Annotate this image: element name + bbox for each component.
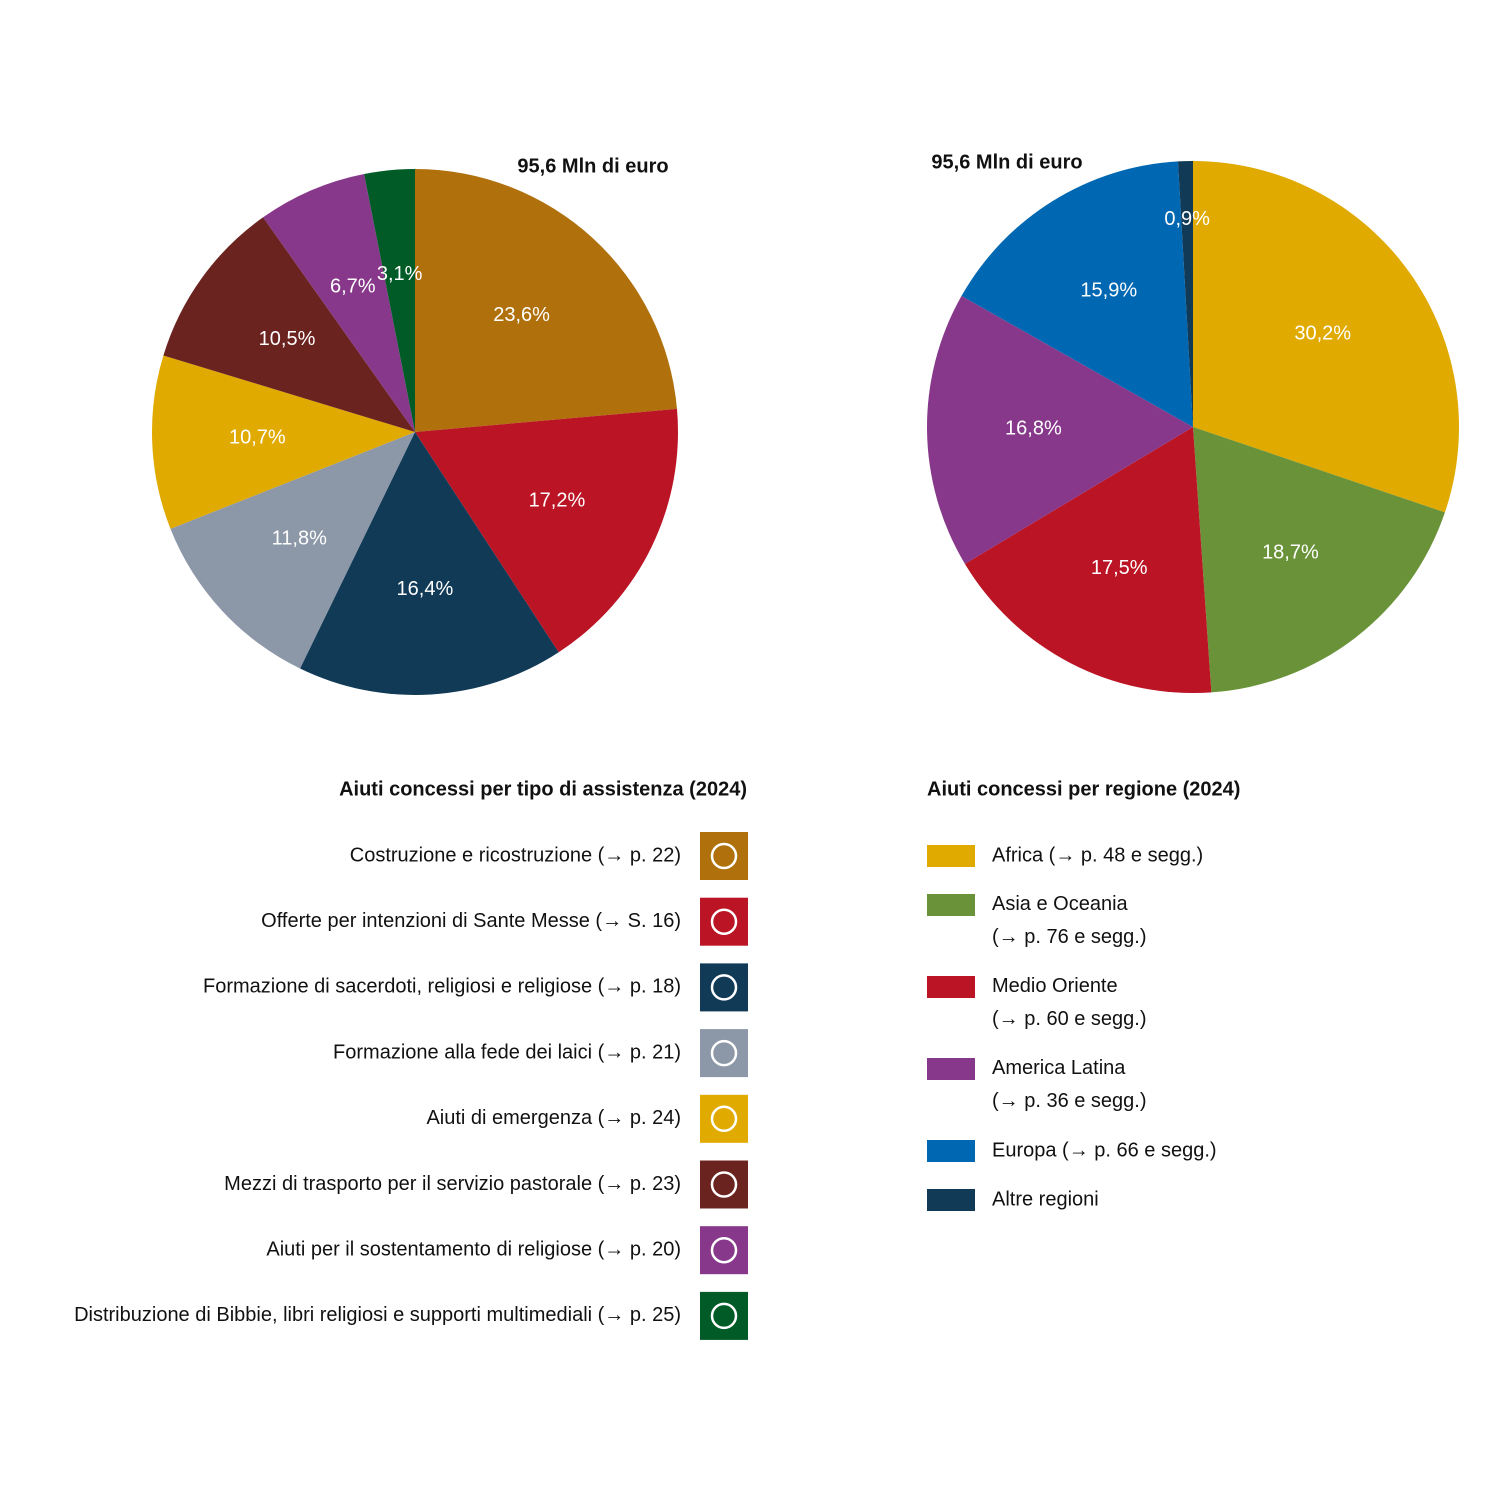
legend-icon-glyph [710, 1039, 738, 1067]
annotation: 95,6 Mln di euro [931, 151, 1082, 173]
legend-icon [700, 897, 748, 946]
pie-slice [163, 217, 415, 432]
legend-swatch [927, 845, 975, 867]
legend-label: Medio Oriente (→ p. 60 e segg.) [992, 975, 1147, 1030]
pie-slice [263, 173, 415, 432]
data-label: 10,7% [229, 427, 286, 449]
pie-slice [1193, 161, 1459, 513]
annotation: 95,6 Mln di euro [517, 155, 668, 177]
data-label: 23,6% [493, 304, 550, 326]
pie-slice [1177, 161, 1193, 427]
pie-slice [300, 432, 559, 695]
legend-label: Formazione di sacerdoti, religiosi e rel… [203, 976, 681, 998]
data-label: 16,8% [1005, 417, 1062, 439]
legend-label: Costruzione e ricostruzione (→ p. 22) [350, 844, 681, 866]
legend-swatch [927, 1189, 975, 1211]
data-label: 18,7% [1262, 542, 1319, 564]
legend-icon-glyph [710, 842, 738, 870]
legend-icon [700, 1094, 748, 1143]
legend-icon [700, 1160, 748, 1209]
legend-swatch [927, 894, 975, 916]
legend-icon [700, 963, 748, 1012]
legend-title: Aiuti concessi per regione (2024) [927, 778, 1240, 800]
legend-label: America Latina (→ p. 36 e segg.) [992, 1057, 1147, 1112]
pie-slice [364, 169, 415, 432]
legend-label: Africa (→ p. 48 e segg.) [992, 844, 1203, 866]
legend-icon-glyph [710, 1105, 738, 1133]
legend-title: Aiuti concessi per tipo di assistenza (2… [339, 778, 747, 800]
pie-slice [415, 408, 679, 653]
legend-icon-glyph [710, 908, 738, 935]
data-label: 3,1% [377, 263, 423, 285]
data-label: 11,8% [272, 528, 327, 550]
data-label: 16,4% [397, 578, 454, 600]
pie-slice [415, 169, 677, 432]
legend-label: Aiuti di emergenza (→ p. 24) [426, 1107, 681, 1129]
legend-label: Formazione alla fede dei laici (→ p. 21) [333, 1041, 681, 1063]
data-label: 15,9% [1080, 280, 1137, 302]
pie-slice [1193, 427, 1445, 693]
legend-label: Europa (→ p. 66 e segg.) [992, 1139, 1217, 1161]
legend-icon [700, 1029, 748, 1078]
legend-label: Offerte per intenzioni di Sante Messe (→… [261, 910, 681, 932]
pie-slice [151, 355, 415, 529]
data-label: 17,2% [529, 489, 586, 511]
legend-swatch [927, 1140, 975, 1162]
data-label: 17,5% [1091, 557, 1148, 579]
data-label: 10,5% [259, 328, 316, 350]
data-label: 30,2% [1294, 322, 1351, 344]
legend-label: Mezzi di trasporto per il servizio pasto… [224, 1173, 681, 1195]
legend-icon-glyph [710, 1171, 738, 1198]
pie-slice [927, 295, 1193, 564]
legend-icon-glyph [710, 1236, 738, 1264]
pie-slice [170, 432, 415, 669]
data-label: 6,7% [330, 275, 376, 297]
data-label: 0,9% [1164, 208, 1210, 230]
pie-slice [961, 161, 1193, 428]
legend-label: Distribuzione di Bibbie, libri religiosi… [74, 1304, 681, 1326]
legend-label: Altre regioni [992, 1188, 1099, 1210]
legend-icon [700, 1226, 748, 1275]
legend-icon-glyph [710, 1302, 738, 1330]
legend-swatch [927, 1058, 975, 1080]
legend-label: Aiuti per il sostentamento di religiose … [266, 1238, 681, 1260]
pie-slice [964, 427, 1212, 693]
legend-icon [700, 832, 748, 880]
legend-icon [700, 1291, 748, 1340]
legend-label: Asia e Oceania (→ p. 76 e segg.) [992, 893, 1147, 948]
legend-swatch [927, 976, 975, 998]
legend-icon-glyph [710, 974, 738, 1001]
